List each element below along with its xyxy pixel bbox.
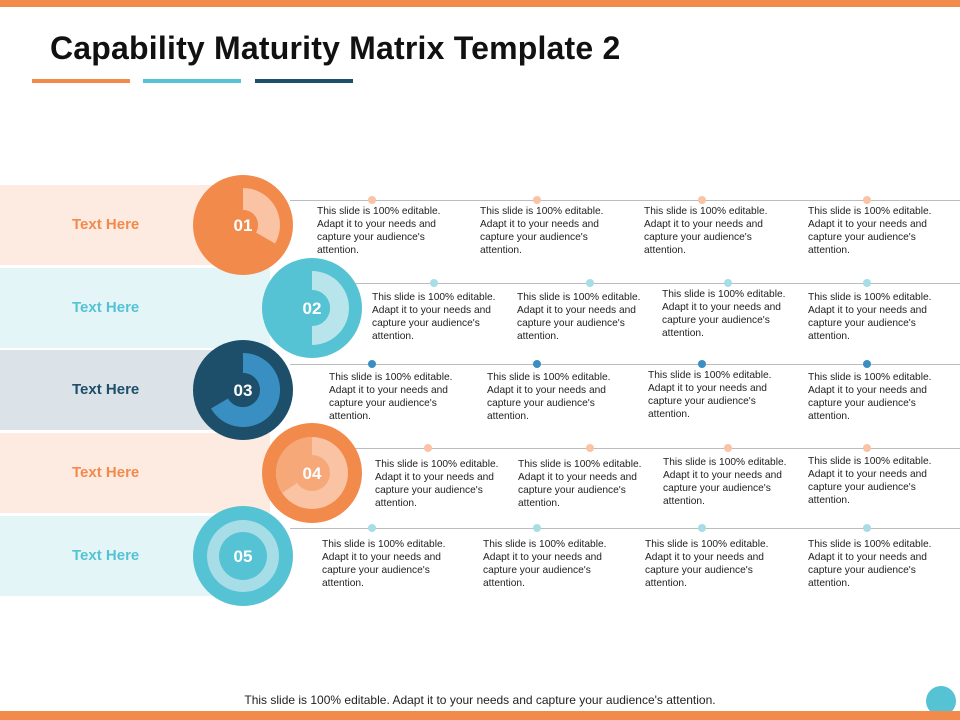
circle-number-03: 03 (234, 381, 253, 400)
title-underline-navy (255, 79, 353, 83)
row-2-cell-2: This slide is 100% editable. Adapt it to… (517, 292, 641, 342)
cell-dot (698, 360, 706, 368)
row-1-cell-4: This slide is 100% editable. Adapt it to… (808, 206, 932, 256)
row-label-2: Text Here (72, 299, 140, 316)
cell-dot (533, 524, 541, 532)
row-5-cell-2: This slide is 100% editable. Adapt it to… (483, 539, 607, 589)
row-4-cell-1: This slide is 100% editable. Adapt it to… (375, 459, 499, 509)
cell-dot (863, 360, 871, 368)
row-2-cell-3: This slide is 100% editable. Adapt it to… (662, 289, 786, 339)
row-4-cell-4: This slide is 100% editable. Adapt it to… (808, 456, 932, 506)
circle-badge-04: 04 (262, 423, 362, 523)
circle-number-04: 04 (303, 464, 322, 483)
row-2-cell-1: This slide is 100% editable. Adapt it to… (372, 292, 496, 342)
cell-dot (368, 524, 376, 532)
row-5-cell-1: This slide is 100% editable. Adapt it to… (322, 539, 446, 589)
row-line-3 (290, 364, 960, 365)
row-5-cell-3: This slide is 100% editable. Adapt it to… (645, 539, 769, 589)
row-1-cell-1: This slide is 100% editable. Adapt it to… (317, 206, 441, 256)
row-3-cell-3: This slide is 100% editable. Adapt it to… (648, 370, 772, 420)
row-2-cell-4: This slide is 100% editable. Adapt it to… (808, 292, 932, 342)
title-underline-teal (143, 79, 241, 83)
circle-number-01: 01 (234, 216, 253, 235)
row-line-1 (290, 200, 960, 201)
cell-dot (863, 524, 871, 532)
row-4-cell-3: This slide is 100% editable. Adapt it to… (663, 457, 787, 507)
circle-number-05: 05 (234, 547, 253, 566)
cell-dot (424, 444, 432, 452)
cell-dot (586, 279, 594, 287)
cell-dot (368, 196, 376, 204)
cell-dot (586, 444, 594, 452)
row-line-4 (355, 448, 960, 449)
row-label-3: Text Here (72, 381, 140, 398)
cell-dot (698, 524, 706, 532)
footer-text: This slide is 100% editable. Adapt it to… (244, 693, 716, 707)
top-accent-bar (0, 0, 960, 7)
row-band-4: Text Here (0, 433, 270, 513)
circle-number-02: 02 (303, 299, 322, 318)
row-3-cell-1: This slide is 100% editable. Adapt it to… (329, 372, 453, 422)
cell-dot (863, 279, 871, 287)
row-line-2 (355, 283, 960, 284)
cell-dot (533, 360, 541, 368)
cell-dot (533, 196, 541, 204)
row-label-1: Text Here (72, 216, 140, 233)
row-5-cell-4: This slide is 100% editable. Adapt it to… (808, 539, 932, 589)
cell-dot (863, 444, 871, 452)
circle-badge-03: 03 (193, 340, 293, 440)
row-label-5: Text Here (72, 547, 140, 564)
cell-dot (863, 196, 871, 204)
row-band-2: Text Here (0, 268, 270, 348)
cell-dot (724, 279, 732, 287)
row-3-cell-2: This slide is 100% editable. Adapt it to… (487, 372, 611, 422)
circle-badge-02: 02 (262, 258, 362, 358)
row-4-cell-2: This slide is 100% editable. Adapt it to… (518, 459, 642, 509)
row-label-4: Text Here (72, 464, 140, 481)
circle-badge-05: 05 (193, 506, 293, 606)
cell-dot (430, 279, 438, 287)
row-1-cell-2: This slide is 100% editable. Adapt it to… (480, 206, 604, 256)
circle-badge-01: 01 (193, 175, 293, 275)
slide-title: Capability Maturity Matrix Template 2 (50, 30, 621, 66)
cell-dot (698, 196, 706, 204)
cell-dot (724, 444, 732, 452)
bottom-accent-bar (0, 711, 960, 720)
row-1-cell-3: This slide is 100% editable. Adapt it to… (644, 206, 768, 256)
title-underline-orange (32, 79, 130, 83)
row-3-cell-4: This slide is 100% editable. Adapt it to… (808, 372, 932, 422)
row-line-5 (290, 528, 960, 529)
cell-dot (368, 360, 376, 368)
